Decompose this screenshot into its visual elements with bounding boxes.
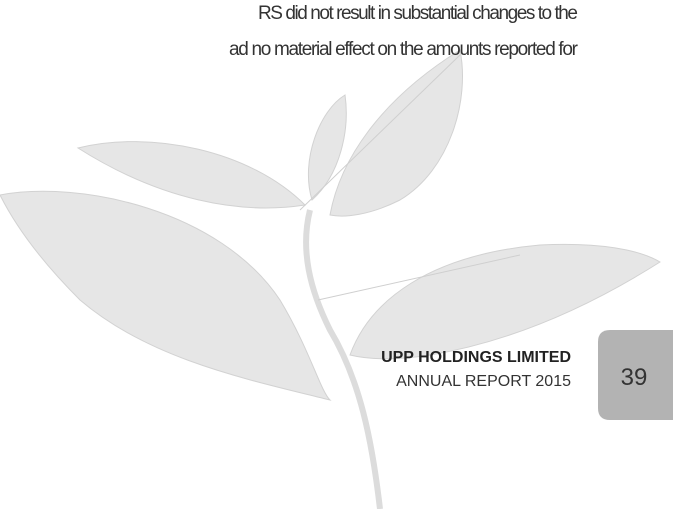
page-number: 39	[621, 364, 648, 391]
body-text-line: RS did not result in substantial changes…	[258, 3, 578, 24]
body-text-line: ad no material effect on the amounts rep…	[229, 39, 579, 60]
page-canvas: RS did not result in substantial changes…	[0, 0, 673, 509]
page: {"body": {"lines": ["RS did not result i…	[0, 0, 673, 509]
leaf-illustration	[0, 50, 660, 509]
footer-company: UPP HOLDINGS LIMITED	[381, 349, 571, 366]
footer-report: ANNUAL REPORT 2015	[396, 373, 571, 390]
